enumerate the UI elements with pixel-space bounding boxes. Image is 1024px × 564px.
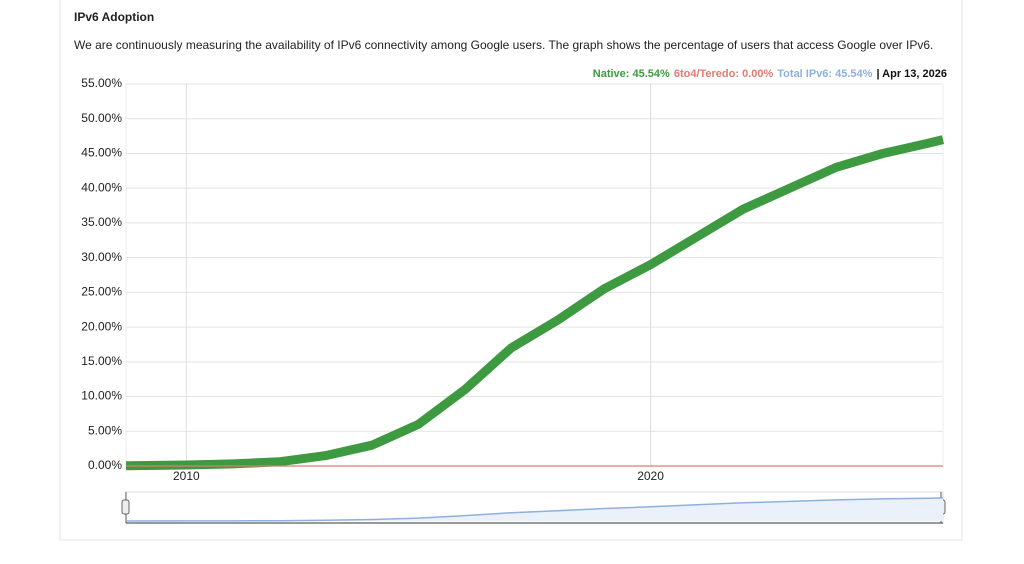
legend-entry: Native: 45.54%: [593, 68, 670, 80]
y-tick-label: 0.00%: [88, 458, 122, 472]
y-tick-label: 50.00%: [81, 111, 122, 125]
navigator-handle[interactable]: [121, 499, 130, 515]
y-tick-label: 55.00%: [81, 76, 122, 90]
chart-title: IPv6 Adoption: [74, 10, 154, 24]
y-tick-label: 25.00%: [81, 285, 122, 299]
y-tick-label: 35.00%: [81, 215, 122, 229]
y-tick-label: 40.00%: [81, 180, 122, 194]
x-tick-label: 2020: [637, 469, 664, 483]
y-tick-label: 20.00%: [81, 319, 122, 333]
legend-date: | Apr 13, 2026: [876, 68, 947, 80]
navigator-line: [125, 497, 944, 522]
x-tick-label: 2010: [173, 469, 200, 483]
plot-area: [125, 83, 944, 467]
legend-entry: Total IPv6: 45.54%: [777, 68, 872, 80]
series-line: [125, 135, 945, 471]
y-tick-label: 45.00%: [81, 146, 122, 160]
y-tick-label: 10.00%: [81, 389, 122, 403]
legend-entry: 6to4/Teredo: 0.00%: [674, 68, 774, 80]
y-tick-label: 15.00%: [81, 354, 122, 368]
y-tick-label: 30.00%: [81, 250, 122, 264]
plot: 0.00% 5.00% 10.00% 15.00% 20.00% 25.00% 30.00%…: [81, 76, 945, 483]
y-tick-label: 5.00%: [88, 423, 122, 437]
chart-subtitle: We are continuously measuring the availa…: [74, 38, 933, 52]
legend: Native: 45.54% 6to4/Teredo: 0.00% Total IP…: [593, 68, 947, 80]
